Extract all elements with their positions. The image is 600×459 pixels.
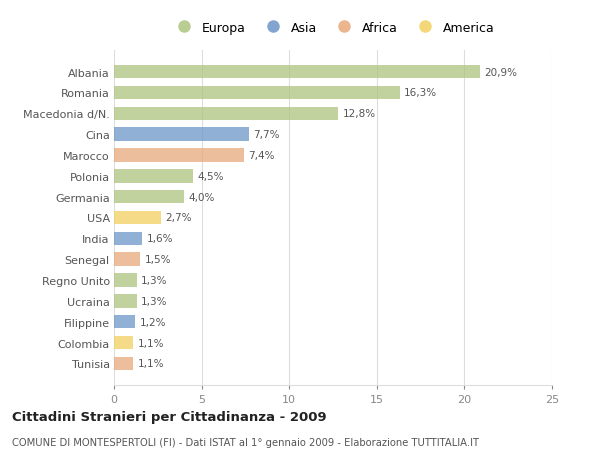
Bar bbox=[114, 128, 249, 142]
Bar bbox=[114, 336, 133, 350]
Text: 7,7%: 7,7% bbox=[253, 130, 280, 140]
Text: Cittadini Stranieri per Cittadinanza - 2009: Cittadini Stranieri per Cittadinanza - 2… bbox=[12, 410, 326, 423]
Bar bbox=[114, 211, 161, 225]
Text: COMUNE DI MONTESPERTOLI (FI) - Dati ISTAT al 1° gennaio 2009 - Elaborazione TUTT: COMUNE DI MONTESPERTOLI (FI) - Dati ISTA… bbox=[12, 437, 479, 447]
Bar bbox=[114, 170, 193, 183]
Text: 1,5%: 1,5% bbox=[145, 255, 171, 264]
Bar bbox=[114, 294, 137, 308]
Text: 1,3%: 1,3% bbox=[141, 275, 167, 285]
Text: 1,1%: 1,1% bbox=[137, 338, 164, 348]
Text: 12,8%: 12,8% bbox=[343, 109, 376, 119]
Text: 1,3%: 1,3% bbox=[141, 296, 167, 306]
Bar bbox=[114, 149, 244, 162]
Bar bbox=[114, 315, 135, 329]
Legend: Europa, Asia, Africa, America: Europa, Asia, Africa, America bbox=[167, 17, 499, 39]
Text: 1,2%: 1,2% bbox=[139, 317, 166, 327]
Text: 2,7%: 2,7% bbox=[166, 213, 192, 223]
Text: 4,0%: 4,0% bbox=[188, 192, 215, 202]
Text: 7,4%: 7,4% bbox=[248, 151, 275, 161]
Bar bbox=[114, 274, 137, 287]
Bar bbox=[114, 190, 184, 204]
Bar bbox=[114, 253, 140, 266]
Text: 4,5%: 4,5% bbox=[197, 172, 224, 181]
Bar bbox=[114, 86, 400, 100]
Bar bbox=[114, 357, 133, 370]
Text: 1,1%: 1,1% bbox=[137, 358, 164, 369]
Bar bbox=[114, 66, 480, 79]
Bar bbox=[114, 232, 142, 246]
Bar bbox=[114, 107, 338, 121]
Text: 20,9%: 20,9% bbox=[485, 67, 518, 78]
Text: 16,3%: 16,3% bbox=[404, 88, 437, 98]
Text: 1,6%: 1,6% bbox=[146, 234, 173, 244]
